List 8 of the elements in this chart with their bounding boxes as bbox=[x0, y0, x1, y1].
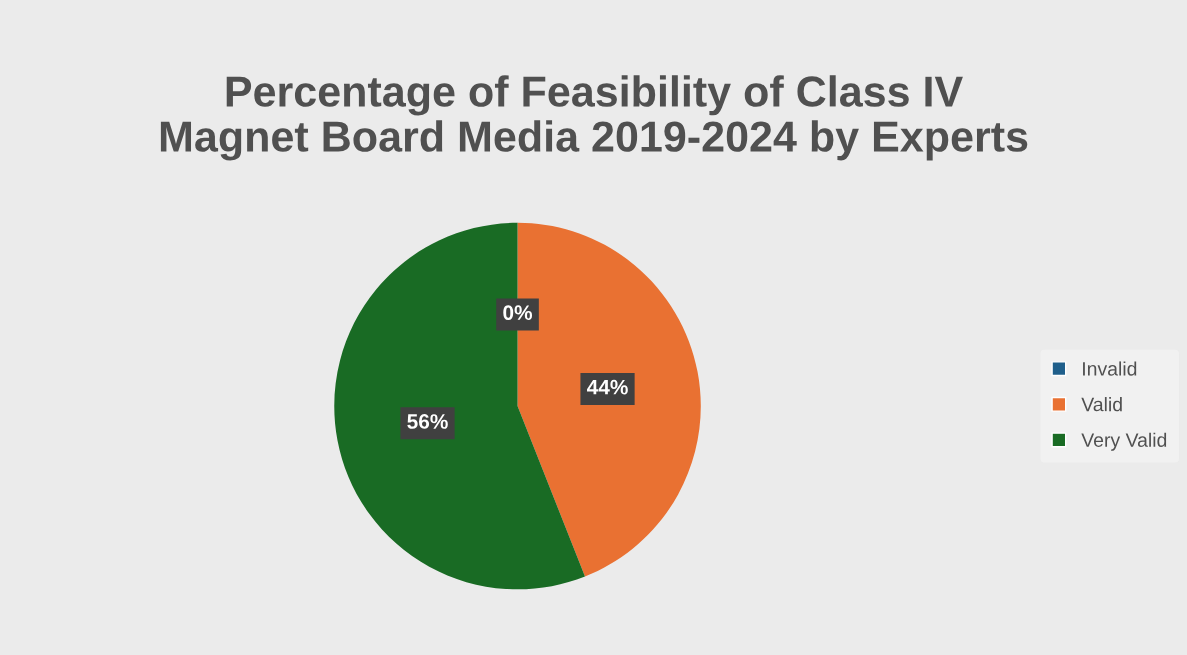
legend-label: Very Valid bbox=[1081, 432, 1167, 451]
pie-slice bbox=[334, 222, 585, 590]
text: 0% bbox=[503, 305, 533, 321]
data-label: 56% bbox=[407, 414, 448, 429]
legend-label: Valid bbox=[1081, 397, 1122, 412]
chart-title: Percentage of Feasibility of Class IV Magnet Board Media 2019-2024 by Experts bbox=[160, 75, 1028, 161]
legend-label: Invalid bbox=[1083, 361, 1137, 376]
data-label: 44% bbox=[587, 379, 628, 395]
